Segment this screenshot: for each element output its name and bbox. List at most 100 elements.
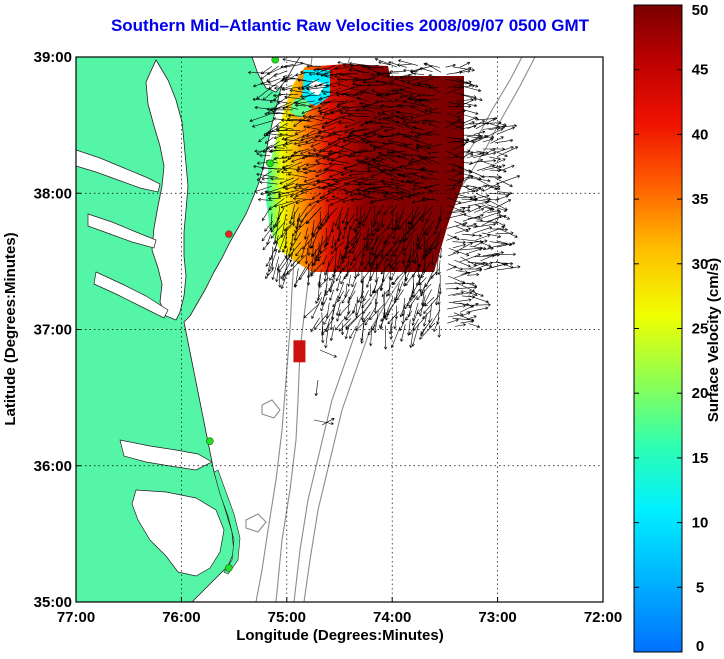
velocity-arrow (437, 288, 441, 305)
velocity-arrow (300, 70, 316, 74)
velocity-arrow (472, 135, 489, 144)
velocity-arrow (447, 234, 460, 241)
velocity-arrow (404, 295, 413, 310)
velocity-arrow (495, 177, 513, 187)
velocity-arrow (256, 87, 272, 100)
velocity-arrow (313, 67, 327, 72)
velocity-arrow (396, 115, 414, 122)
velocity-arrow (341, 73, 362, 80)
velocity-arrow (315, 291, 322, 304)
velocity-arrow (375, 99, 397, 104)
colorbar-tick-label: 5 (696, 579, 704, 596)
velocity-arrow (487, 262, 509, 269)
velocity-arrow (320, 89, 336, 94)
velocity-arrow (378, 152, 399, 164)
velocity-arrow (367, 163, 384, 172)
velocity-arrow (336, 91, 351, 97)
velocity-arrow (407, 74, 427, 80)
velocity-arrow (349, 325, 357, 339)
velocity-arrow (393, 317, 397, 330)
velocity-arrow (421, 120, 435, 125)
velocity-arrow (363, 228, 377, 241)
velocity-arrow (330, 235, 335, 249)
velocity-arrow (383, 127, 397, 133)
york-james-rivers (93, 271, 169, 319)
colorbar (633, 4, 683, 653)
velocity-arrow (490, 136, 504, 144)
velocity-arrow (326, 157, 350, 164)
velocity-arrow (288, 204, 295, 225)
velocity-arrow (495, 194, 509, 201)
velocity-arrow (409, 325, 415, 348)
velocity-arrow (273, 146, 285, 150)
velocity-arrow (404, 227, 418, 241)
velocity-arrow (380, 277, 384, 291)
velocity-arrow (356, 158, 371, 163)
velocity-arrow (482, 164, 506, 171)
velocity-arrow (291, 156, 307, 163)
velocity-arrow (349, 193, 365, 197)
velocity-arrow (367, 324, 377, 336)
velocity-arrow (356, 260, 362, 277)
velocity-arrow (401, 78, 419, 83)
velocity-arrow (329, 309, 334, 331)
velocity-arrow (290, 153, 315, 158)
velocity-arrow (266, 107, 281, 111)
velocity-arrow (329, 289, 334, 301)
velocity-arrow (427, 143, 442, 149)
colorbar-tick-label: 20 (692, 385, 709, 402)
velocity-arrow (408, 218, 414, 230)
velocity-arrow (397, 155, 420, 165)
y-tick-label: 35:00 (34, 594, 72, 611)
velocity-arrow (295, 103, 306, 108)
velocity-arrow (444, 155, 459, 159)
pamlico-sound (131, 489, 225, 577)
velocity-arrow (267, 111, 285, 115)
velocity-arrow (481, 215, 502, 226)
velocity-arrow (437, 325, 441, 338)
outer-banks (213, 469, 241, 575)
velocity-arrow (392, 149, 414, 157)
colorbar-tick-label: 40 (692, 126, 709, 143)
velocity-arrow (300, 136, 314, 142)
velocity-arrow (327, 150, 349, 156)
velocity-arrow (276, 128, 301, 133)
velocity-arrow (261, 226, 273, 242)
velocity-arrow (340, 111, 365, 115)
x-tick-label: 73:00 (478, 609, 516, 626)
velocity-arrow (349, 169, 371, 173)
velocity-arrow (301, 85, 313, 91)
velocity-arrow (461, 116, 478, 124)
velocity-arrow (325, 280, 335, 296)
velocity-arrow (270, 246, 275, 270)
velocity-arrow (316, 180, 330, 184)
velocity-arrow (386, 92, 404, 97)
velocity-arrow (497, 126, 515, 135)
velocity-arrow (371, 240, 378, 250)
velocity-arrow (344, 127, 355, 133)
velocity-arrow (316, 161, 328, 165)
velocity-arrow (321, 119, 343, 129)
velocity-arrow (475, 118, 496, 129)
velocity-arrow (348, 172, 364, 177)
velocity-arrow (282, 157, 292, 163)
velocity-arrow (334, 66, 349, 71)
velocity-arrow (420, 175, 439, 180)
velocity-arrow (447, 318, 459, 324)
velocity-arrow (337, 82, 349, 88)
velocity-arrow (380, 260, 393, 275)
velocity-arrow (388, 323, 392, 335)
velocity-arrow (455, 198, 478, 205)
velocity-arrow (318, 110, 330, 115)
velocity-arrow (397, 173, 413, 179)
velocity-arrow (323, 186, 342, 192)
velocity-arrow (323, 71, 334, 76)
velocity-arrow (497, 227, 518, 238)
velocity-arrow (455, 109, 466, 114)
velocity-arrow (453, 243, 466, 249)
velocity-arrow (461, 185, 476, 193)
velocity-arrow (459, 253, 481, 263)
velocity-arrow (293, 196, 314, 201)
velocity-arrow (347, 114, 370, 118)
velocity-arrow (385, 192, 404, 201)
